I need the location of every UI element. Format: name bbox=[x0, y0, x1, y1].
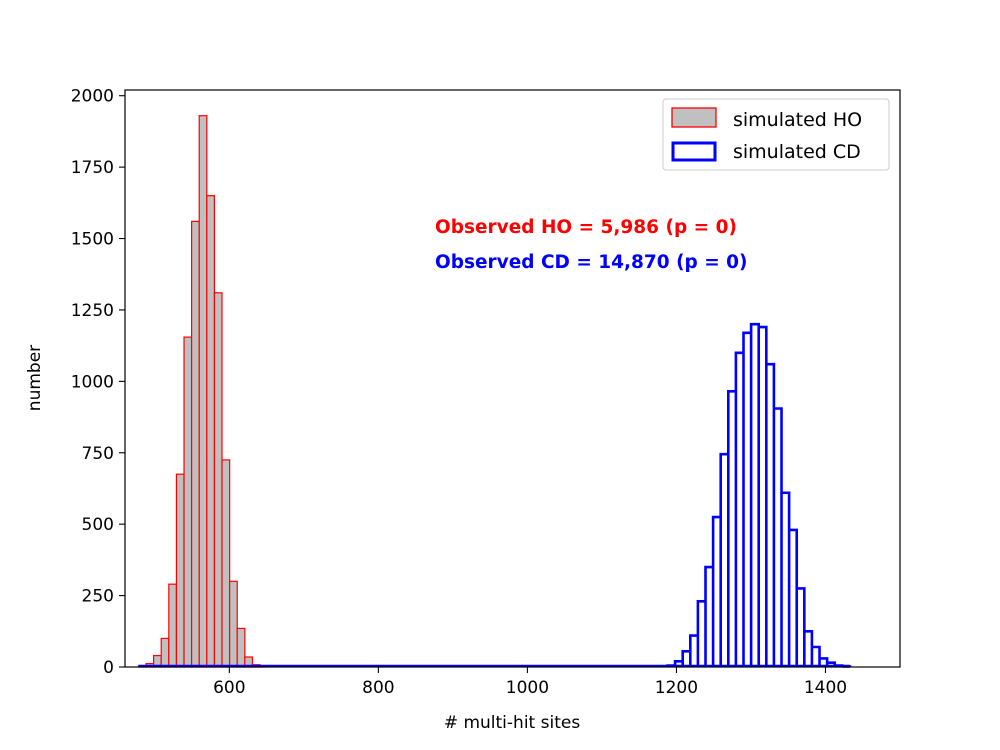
y-tick-label: 1500 bbox=[71, 230, 114, 250]
ho-bar bbox=[183, 336, 193, 668]
y-tick-label: 0 bbox=[103, 658, 114, 678]
x-tick-label: 1000 bbox=[506, 678, 549, 698]
x-tick-label: 1200 bbox=[655, 678, 698, 698]
x-tick-label: 800 bbox=[362, 678, 394, 698]
y-tick-label: 1000 bbox=[71, 372, 114, 392]
y-tick-label: 2000 bbox=[71, 87, 114, 107]
x-tick-label: 1400 bbox=[804, 678, 847, 698]
ho-bar bbox=[175, 473, 185, 668]
y-axis: 0 250 500 750 1000 1250 1500 1750 2000 bbox=[71, 87, 125, 678]
y-tick-label: 1250 bbox=[71, 301, 114, 321]
simulated-ho-histogram bbox=[137, 115, 269, 668]
legend-swatch-cd bbox=[671, 141, 717, 162]
observed-cd-annotation: Observed CD = 14,870 (p = 0) bbox=[435, 252, 748, 273]
ho-bar bbox=[191, 220, 200, 668]
legend-box bbox=[662, 98, 890, 171]
ho-bar bbox=[229, 580, 238, 668]
y-tick-label: 250 bbox=[82, 587, 114, 607]
y-tick-label: 500 bbox=[82, 515, 114, 535]
observed-ho-annotation: Observed HO = 5,986 (p = 0) bbox=[435, 217, 737, 238]
x-tick-label: 600 bbox=[213, 678, 245, 698]
simulated-cd-histogram bbox=[666, 322, 852, 668]
ho-bar bbox=[206, 195, 216, 668]
x-axis: 600 800 1000 1200 1400 bbox=[213, 667, 847, 698]
y-tick-label: 750 bbox=[82, 444, 114, 464]
legend-label-cd: simulated CD bbox=[733, 141, 861, 163]
ho-bar bbox=[160, 637, 170, 668]
ho-bar bbox=[198, 115, 208, 668]
y-axis-label: number bbox=[25, 345, 45, 411]
ho-bar bbox=[213, 292, 223, 668]
ho-bar bbox=[168, 583, 178, 668]
plot-area-frame bbox=[124, 89, 901, 668]
ho-bar bbox=[236, 627, 246, 668]
y-tick-label: 1750 bbox=[71, 158, 114, 178]
legend: simulated HO simulated CD bbox=[662, 98, 890, 171]
legend-swatch-ho bbox=[671, 107, 717, 128]
x-axis-label: # multi-hit sites bbox=[444, 713, 581, 733]
legend-label-ho: simulated HO bbox=[733, 109, 862, 131]
ho-bar bbox=[221, 459, 231, 668]
